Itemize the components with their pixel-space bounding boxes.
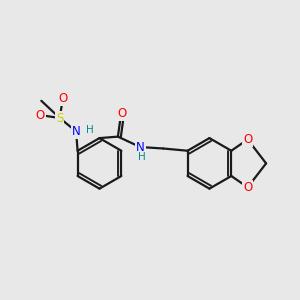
Text: N: N	[72, 125, 80, 138]
Text: O: O	[243, 133, 252, 146]
Text: N: N	[136, 140, 145, 154]
Text: S: S	[56, 112, 63, 124]
Text: O: O	[243, 181, 252, 194]
Text: H: H	[85, 125, 93, 135]
Text: O: O	[36, 109, 45, 122]
Text: H: H	[138, 152, 146, 162]
Text: O: O	[118, 107, 127, 120]
Text: O: O	[58, 92, 68, 105]
